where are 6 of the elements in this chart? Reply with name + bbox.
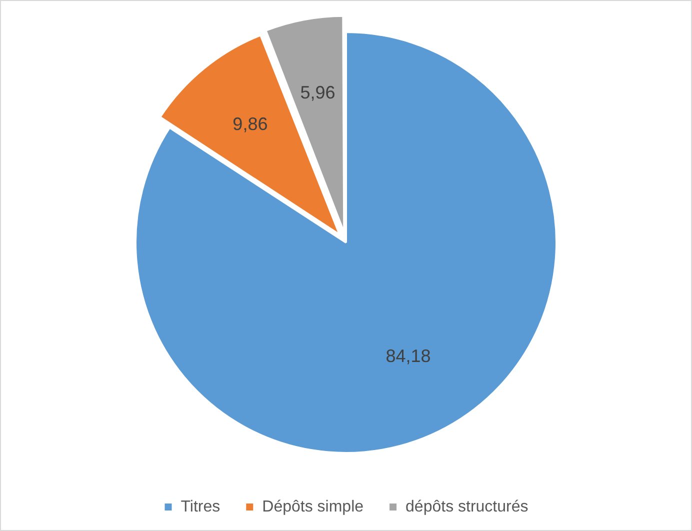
data-label: 9,86 xyxy=(232,114,268,134)
data-label: 84,18 xyxy=(386,346,431,366)
legend-label: dépôts structurés xyxy=(406,498,528,516)
legend-label: Dépôts simple xyxy=(262,498,364,516)
legend-label: Titres xyxy=(180,498,220,516)
data-label: 5,96 xyxy=(300,82,336,103)
